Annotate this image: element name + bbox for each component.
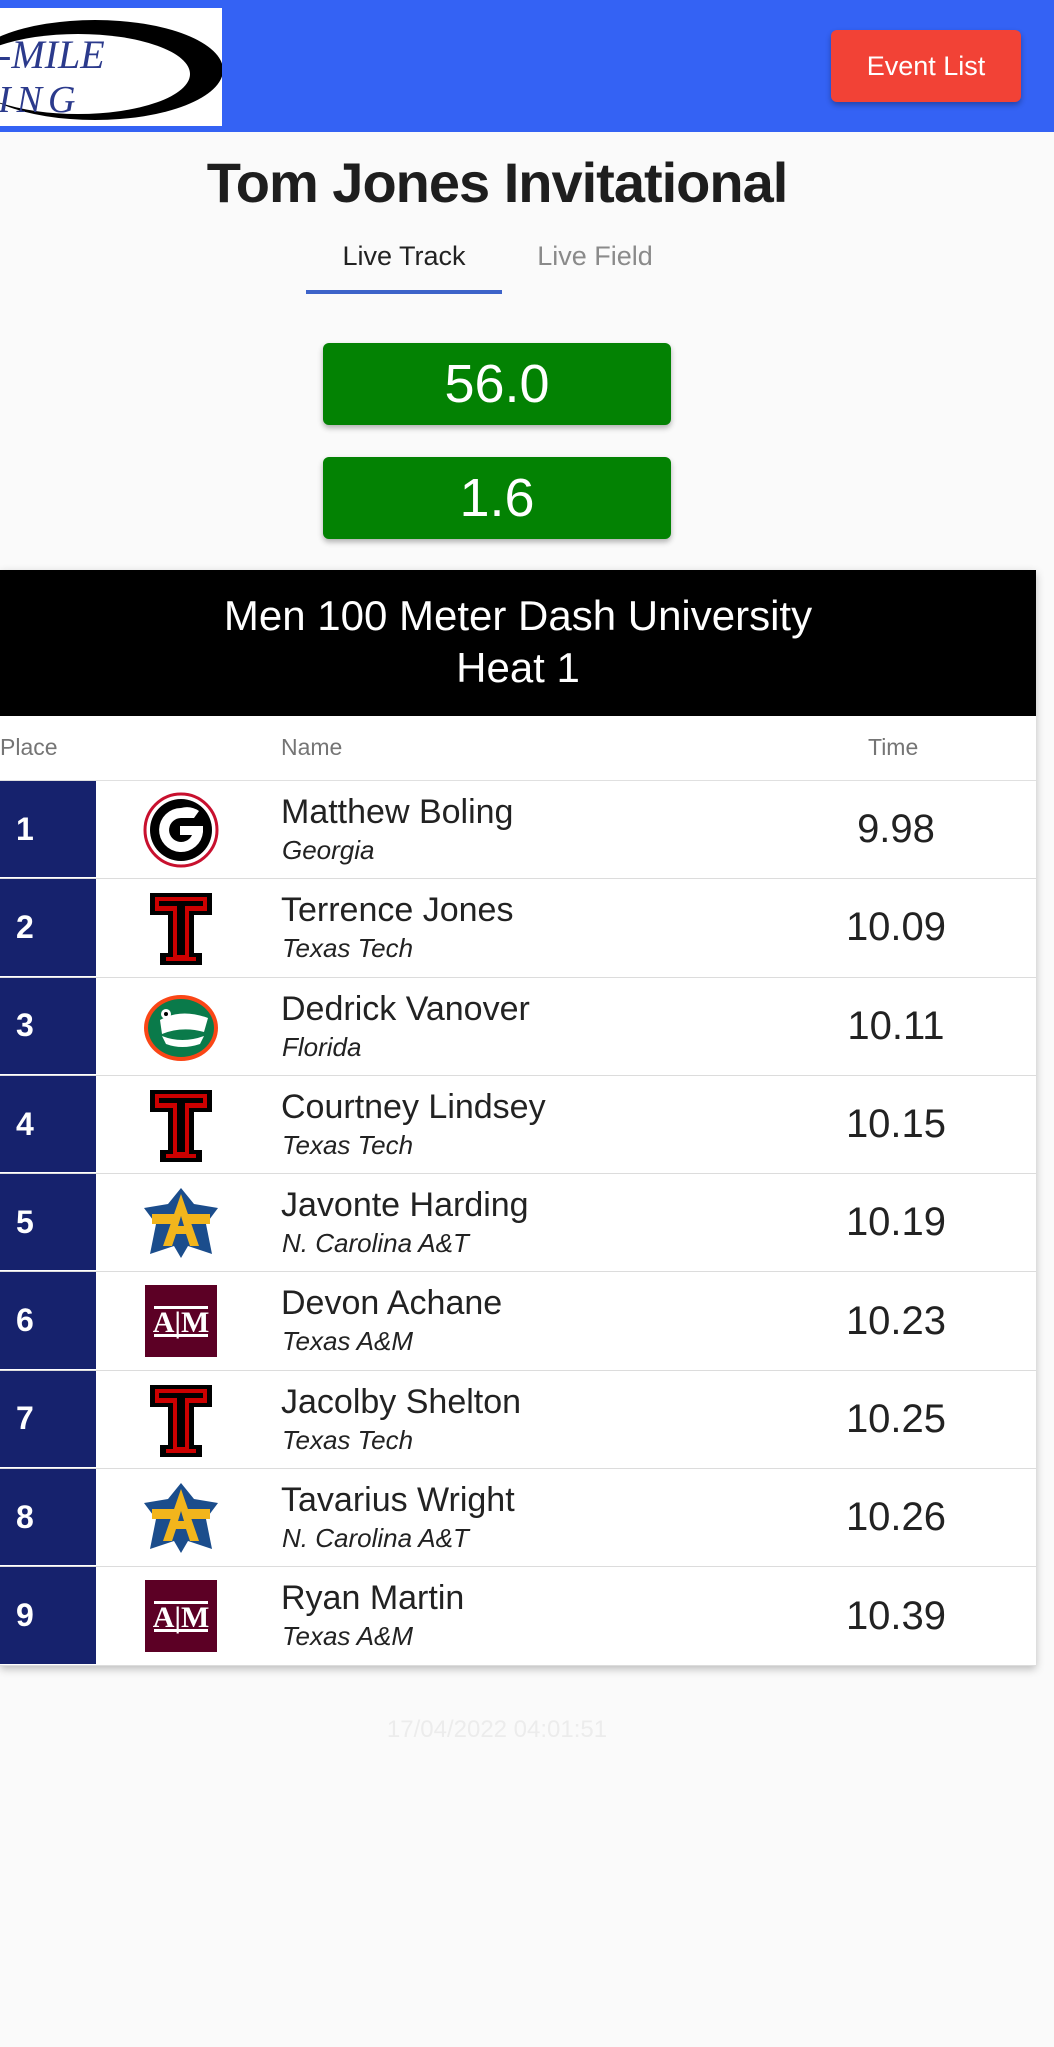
athlete-team: Texas Tech xyxy=(282,1129,414,1160)
place-cell: 5 xyxy=(0,1174,96,1272)
athlete-name: Jacolby Shelton xyxy=(281,1382,522,1421)
event-list-button[interactable]: Event List xyxy=(831,30,1021,102)
athlete-name: Ryan Martin xyxy=(281,1579,465,1618)
nc-at-icon xyxy=(142,1184,220,1262)
last-updated-timestamp: 17/04/2022 04:01:51 xyxy=(386,1716,608,1743)
georgia-g-icon xyxy=(142,791,220,869)
texas-am-icon: A|M xyxy=(142,1577,220,1655)
column-header-time: Time xyxy=(868,734,919,760)
athlete-team: Texas A&M xyxy=(282,1621,414,1652)
result-row[interactable]: 7 Jacolby Shelton Texas Tech 10.25 xyxy=(0,1370,1036,1470)
result-time: 10.09 xyxy=(845,905,947,950)
place-cell: 6 xyxy=(0,1272,96,1370)
result-time: 10.11 xyxy=(847,1003,945,1048)
athlete-name: Devon Achane xyxy=(281,1284,503,1323)
athlete-name: Dedrick Vanover xyxy=(281,989,530,1028)
heat-label: Heat 1 xyxy=(456,644,580,691)
result-row[interactable]: 3 Dedrick Vanover Florida 10.11 xyxy=(0,977,1036,1076)
result-time: 10.39 xyxy=(845,1593,947,1638)
athlete-name: Javonte Harding xyxy=(281,1186,529,1225)
athlete-team: Texas Tech xyxy=(282,1424,414,1455)
result-row[interactable]: 6 A|M Devon Achane Texas A&M 10.23 xyxy=(0,1272,1036,1371)
result-row[interactable]: 1 Matthew Boling Georgia 9.98 xyxy=(0,781,1036,880)
athlete-name: Tavarius Wright xyxy=(281,1481,515,1520)
place-cell: 7 xyxy=(0,1370,96,1469)
athlete-team: N. Carolina A&T xyxy=(282,1523,469,1554)
running-time-indicator: 56.0 xyxy=(323,343,671,425)
athlete-team: Florida xyxy=(282,1031,362,1062)
athlete-name: Matthew Boling xyxy=(281,793,514,831)
tab-live-track[interactable]: Live Track xyxy=(306,232,502,294)
logo-text-top: -MILE xyxy=(0,32,105,77)
result-row[interactable]: 9 A|M Ryan Martin Texas A&M 10.39 xyxy=(0,1567,1036,1666)
athlete-team: Texas Tech xyxy=(282,933,414,964)
result-row[interactable]: 8 Tavarius Wright N. Carolina A&T 10.26 xyxy=(0,1469,1036,1568)
heat-header: Men 100 Meter Dash University Heat 1 xyxy=(0,570,1036,716)
tab-live-field[interactable]: Live Field xyxy=(537,241,653,271)
page-title: Tom Jones Invitational xyxy=(206,151,789,214)
result-row[interactable]: 5 Javonte Harding N. Carolina A&T 10.19 xyxy=(0,1174,1036,1273)
column-header-place: Place xyxy=(0,734,58,760)
athlete-name: Courtney Lindsey xyxy=(281,1087,546,1126)
athlete-team: Georgia xyxy=(282,835,375,865)
place-cell: 3 xyxy=(0,977,96,1075)
result-time: 10.26 xyxy=(845,1495,947,1540)
logo-graphic: -MILE ING xyxy=(0,20,222,121)
top-app-bar: -MILE ING Event List xyxy=(0,0,1054,132)
place-cell: 9 xyxy=(0,1567,96,1665)
result-row[interactable]: 2 Terrence Jones Texas Tech 10.09 xyxy=(0,879,1036,978)
texas-tech-icon xyxy=(142,1086,220,1164)
result-time: 10.15 xyxy=(845,1102,947,1147)
texas-tech-icon xyxy=(142,889,220,967)
result-time: 10.23 xyxy=(845,1298,947,1343)
wind-reading-indicator: 1.6 xyxy=(323,457,671,539)
place-cell: 2 xyxy=(0,879,96,977)
place-cell: 8 xyxy=(0,1469,96,1567)
column-header-name: Name xyxy=(281,734,343,760)
result-time: 10.19 xyxy=(845,1200,947,1245)
svg-text:A|M: A|M xyxy=(153,1306,210,1339)
texas-am-icon: A|M xyxy=(142,1282,220,1360)
nc-at-icon xyxy=(142,1479,220,1557)
result-time: 10.25 xyxy=(845,1396,947,1441)
logo-text-bottom: ING xyxy=(0,79,81,121)
place-cell: 4 xyxy=(0,1075,96,1174)
athlete-team: N. Carolina A&T xyxy=(282,1228,469,1259)
texas-tech-icon xyxy=(142,1381,220,1459)
result-row[interactable]: 4 Courtney Lindsey Texas Tech 10.15 xyxy=(0,1075,1036,1175)
results-card: Men 100 Meter Dash University Heat 1 Pla… xyxy=(0,570,1036,1666)
athlete-team: Texas A&M xyxy=(282,1326,414,1357)
athlete-name: Terrence Jones xyxy=(281,891,514,930)
header-divider xyxy=(0,780,1036,781)
event-title: Men 100 Meter Dash University xyxy=(223,592,813,639)
result-time: 9.98 xyxy=(857,807,935,852)
results-list: 1 Matthew Boling Georgia 9.98 2 Terrence Jone… xyxy=(0,781,1036,1666)
timing-company-logo[interactable]: -MILE ING xyxy=(0,8,222,126)
florida-gator-icon xyxy=(142,988,220,1066)
svg-text:A|M: A|M xyxy=(153,1601,210,1634)
place-cell: 1 xyxy=(0,781,96,879)
